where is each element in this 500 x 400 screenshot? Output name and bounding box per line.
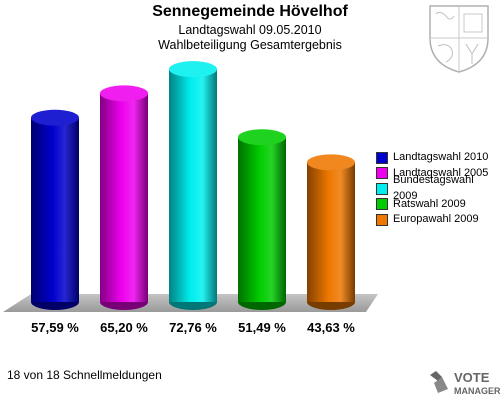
data-label-2: 65,20 % — [100, 320, 148, 335]
bar-3 — [169, 61, 217, 310]
data-label-4: 51,49 % — [238, 320, 286, 335]
status-text: 18 von 18 Schnellmeldungen — [7, 368, 162, 382]
legend-swatch — [376, 151, 388, 164]
coat-of-arms-icon — [429, 5, 489, 73]
bar-2 — [100, 85, 148, 310]
bar-1 — [31, 109, 79, 310]
bar-5 — [307, 154, 355, 310]
legend-label: Landtagswahl 2005 — [393, 166, 489, 179]
bar-4 — [238, 129, 286, 310]
vote-manager-logo: VOTE MANAGER — [430, 370, 500, 396]
legend-label: Europawahl 2009 — [393, 213, 479, 225]
legend-label: Ratswahl 2009 — [393, 197, 466, 210]
chart-subtitle-metric: Wahlbeteiligung Gesamtergebnis — [158, 38, 342, 52]
data-label-5: 43,63 % — [307, 320, 355, 335]
legend-swatch — [376, 213, 388, 226]
legend-item-1: Landtagswahl 2010 — [376, 150, 500, 166]
legend-item-3: Bundestagswahl 2009 — [376, 174, 500, 202]
legend-swatch — [376, 167, 388, 180]
brand-line-1: VOTE — [454, 370, 490, 385]
brand-line-2: MANAGER — [454, 386, 500, 396]
legend-item-2: Landtagswahl 2005 — [376, 166, 500, 182]
legend-swatch — [376, 198, 388, 211]
data-label-3: 72,76 % — [169, 320, 217, 335]
chart-title: Sennegemeinde Hövelhof — [152, 3, 348, 20]
legend-item-5: Europawahl 2009 — [376, 212, 500, 228]
legend-label: Bundestagswahl 2009 — [393, 174, 474, 202]
chart-legend: Landtagswahl 2010 Landtagswahl 2005 Bundes… — [376, 150, 500, 228]
data-label-1: 57,59 % — [31, 320, 79, 335]
legend-item-4: Ratswahl 2009 — [376, 197, 500, 213]
legend-swatch — [376, 182, 388, 195]
legend-label: Landtagswahl 2010 — [393, 151, 489, 163]
chart-subtitle-election: Landtagswahl 09.05.2010 — [178, 23, 322, 37]
